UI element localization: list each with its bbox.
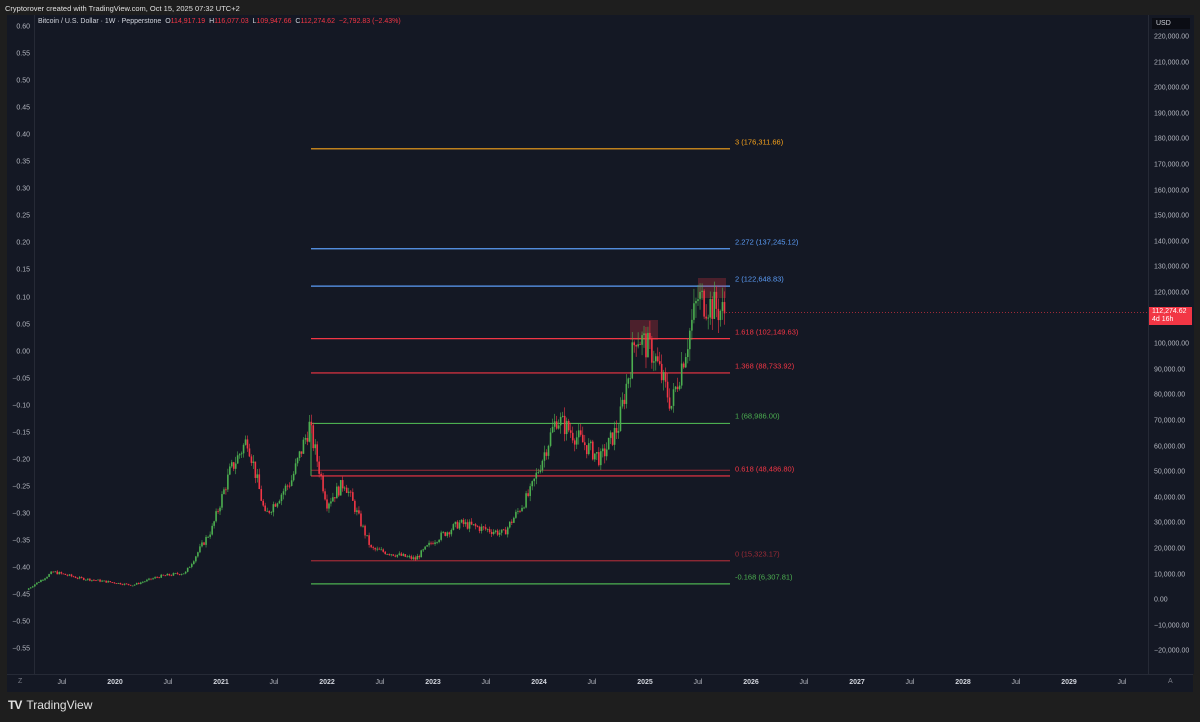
price-tick: 90,000.00 bbox=[1154, 366, 1186, 374]
time-tick: 2029 bbox=[1061, 679, 1077, 686]
price-tick: −20,000.00 bbox=[1154, 647, 1190, 655]
time-tick: 2025 bbox=[637, 679, 653, 686]
symbol-legend: Bitcoin / U.S. Dollar · 1W · Pepperstone… bbox=[38, 18, 401, 25]
price-tick: 150,000.00 bbox=[1154, 212, 1190, 220]
left-scale-tick: −0.55 bbox=[12, 645, 30, 653]
price-tick: 0.00 bbox=[1154, 596, 1168, 604]
left-scale-tick: 0.50 bbox=[16, 77, 30, 85]
left-scale-tick: −0.05 bbox=[12, 375, 30, 383]
time-tick: Jul bbox=[905, 679, 915, 686]
price-tick: 190,000.00 bbox=[1154, 110, 1190, 118]
currency-label[interactable]: USD bbox=[1152, 18, 1190, 29]
chart-panel[interactable] bbox=[7, 15, 1193, 691]
fib-level-label: 1 (68,986.00) bbox=[735, 411, 780, 421]
time-tick: 2027 bbox=[849, 679, 865, 686]
left-scale-tick: 0.25 bbox=[16, 212, 30, 220]
fib-level-label: 0.618 (48,486.80) bbox=[735, 464, 795, 474]
time-tick: 2026 bbox=[743, 679, 759, 686]
last-price: 112,274.62 bbox=[1152, 308, 1187, 315]
fib-level-label: 0 (15,323.17) bbox=[735, 549, 780, 559]
price-tick: 220,000.00 bbox=[1154, 33, 1190, 41]
bar-countdown: 4d 16h bbox=[1152, 316, 1174, 323]
close-value: 112,274.62 bbox=[300, 18, 335, 25]
left-scale-tick: −0.30 bbox=[12, 510, 30, 518]
left-scale-tick: 0.15 bbox=[16, 266, 30, 274]
left-scale-tick: −0.10 bbox=[12, 402, 30, 410]
left-scale-tick: 0.40 bbox=[16, 131, 30, 139]
log-scale-toggle[interactable]: Z bbox=[18, 678, 23, 685]
time-tick: 2022 bbox=[319, 679, 335, 686]
low-value: 109,947.66 bbox=[256, 18, 292, 25]
time-tick: Jul bbox=[269, 679, 279, 686]
fib-level-label: 3 (176,311.66) bbox=[735, 137, 784, 147]
fib-level-label: 1.618 (102,149.63) bbox=[735, 327, 799, 337]
left-scale-tick: −0.15 bbox=[12, 429, 30, 437]
left-scale-tick: −0.40 bbox=[12, 564, 30, 572]
time-tick: Jul bbox=[1011, 679, 1021, 686]
price-tick: 40,000.00 bbox=[1154, 494, 1186, 502]
footer-brand: TV TradingView bbox=[8, 698, 92, 712]
price-tick: 160,000.00 bbox=[1154, 187, 1190, 195]
time-tick: Jul bbox=[481, 679, 491, 686]
left-scale-tick: 0.60 bbox=[16, 23, 30, 31]
left-scale-tick: −0.45 bbox=[12, 591, 30, 599]
left-scale-tick: 0.30 bbox=[16, 185, 30, 193]
price-tick: 200,000.00 bbox=[1154, 84, 1190, 92]
brand-name: TradingView bbox=[26, 698, 93, 712]
change-value: −2,792.83 (−2.43%) bbox=[338, 18, 401, 25]
price-tick: 130,000.00 bbox=[1154, 263, 1190, 271]
chart-credit: Cryptorover created with TradingView.com… bbox=[5, 4, 240, 13]
high-value: 116,077.03 bbox=[214, 18, 249, 25]
price-tick: 50,000.00 bbox=[1154, 468, 1186, 476]
time-tick: 2021 bbox=[213, 679, 229, 686]
left-scale-axis[interactable]: 0.60 0.55 0.50 0.45 0.40 0.35 0.30 0.25 0.20 0.15… bbox=[7, 15, 35, 674]
time-tick: Jul bbox=[799, 679, 809, 686]
left-scale-tick: −0.25 bbox=[12, 483, 30, 491]
time-scale-axis[interactable]: Jul 2020 Jul 2021 Jul 2022 Jul 2023 Jul 2024 Jul 20… bbox=[7, 674, 1193, 692]
price-tick: 80,000.00 bbox=[1154, 391, 1186, 399]
left-scale-tick: −0.50 bbox=[12, 618, 30, 626]
time-tick: Jul bbox=[57, 679, 67, 686]
left-scale-tick: 0.05 bbox=[16, 321, 30, 329]
left-scale-tick: −0.20 bbox=[12, 456, 30, 464]
price-tick: 100,000.00 bbox=[1154, 340, 1190, 348]
time-tick: 2024 bbox=[531, 679, 547, 686]
time-tick: Jul bbox=[375, 679, 385, 686]
price-tick: 60,000.00 bbox=[1154, 443, 1186, 451]
price-tick: 10,000.00 bbox=[1154, 571, 1186, 579]
last-price-tag: 112,274.62 4d 16h bbox=[1149, 307, 1192, 325]
left-scale-tick: 0.00 bbox=[16, 348, 30, 356]
left-scale-tick: 0.10 bbox=[16, 294, 30, 301]
price-tick: 180,000.00 bbox=[1154, 135, 1190, 143]
open-value: 114,917.19 bbox=[170, 18, 206, 25]
fib-level-label: -0.168 (6,307.81) bbox=[735, 572, 793, 582]
time-tick: 2028 bbox=[955, 679, 971, 686]
time-tick: 2023 bbox=[425, 679, 441, 686]
price-tick: 20,000.00 bbox=[1154, 545, 1186, 553]
left-scale-tick: 0.35 bbox=[16, 158, 30, 166]
time-tick: 2020 bbox=[107, 679, 123, 686]
left-scale-tick: 0.55 bbox=[16, 50, 30, 58]
time-tick: Jul bbox=[587, 679, 597, 686]
price-tick: 210,000.00 bbox=[1154, 59, 1190, 67]
price-tick: 30,000.00 bbox=[1154, 519, 1186, 527]
symbol-title: Bitcoin / U.S. Dollar · 1W · Pepperstone bbox=[38, 18, 162, 25]
price-tick: 170,000.00 bbox=[1154, 161, 1190, 169]
price-tick: 70,000.00 bbox=[1154, 417, 1186, 425]
left-scale-tick: 0.45 bbox=[16, 104, 30, 112]
left-scale-tick: −0.35 bbox=[12, 537, 30, 545]
time-tick: Jul bbox=[1117, 679, 1127, 686]
time-tick: Jul bbox=[163, 679, 173, 686]
price-tick: 140,000.00 bbox=[1154, 238, 1190, 246]
time-tick: Jul bbox=[693, 679, 703, 686]
price-tick: −10,000.00 bbox=[1154, 622, 1190, 630]
auto-scale-toggle[interactable]: A bbox=[1168, 678, 1173, 685]
fib-level-label: 2 (122,648.83) bbox=[735, 274, 784, 284]
fib-level-label: 1.368 (88,733.92) bbox=[735, 361, 795, 371]
fib-level-label: 2.272 (137,245.12) bbox=[735, 237, 799, 247]
left-scale-tick: 0.20 bbox=[16, 239, 30, 247]
price-tick: 120,000.00 bbox=[1154, 289, 1190, 297]
tradingview-logo-icon: TV bbox=[8, 698, 22, 712]
